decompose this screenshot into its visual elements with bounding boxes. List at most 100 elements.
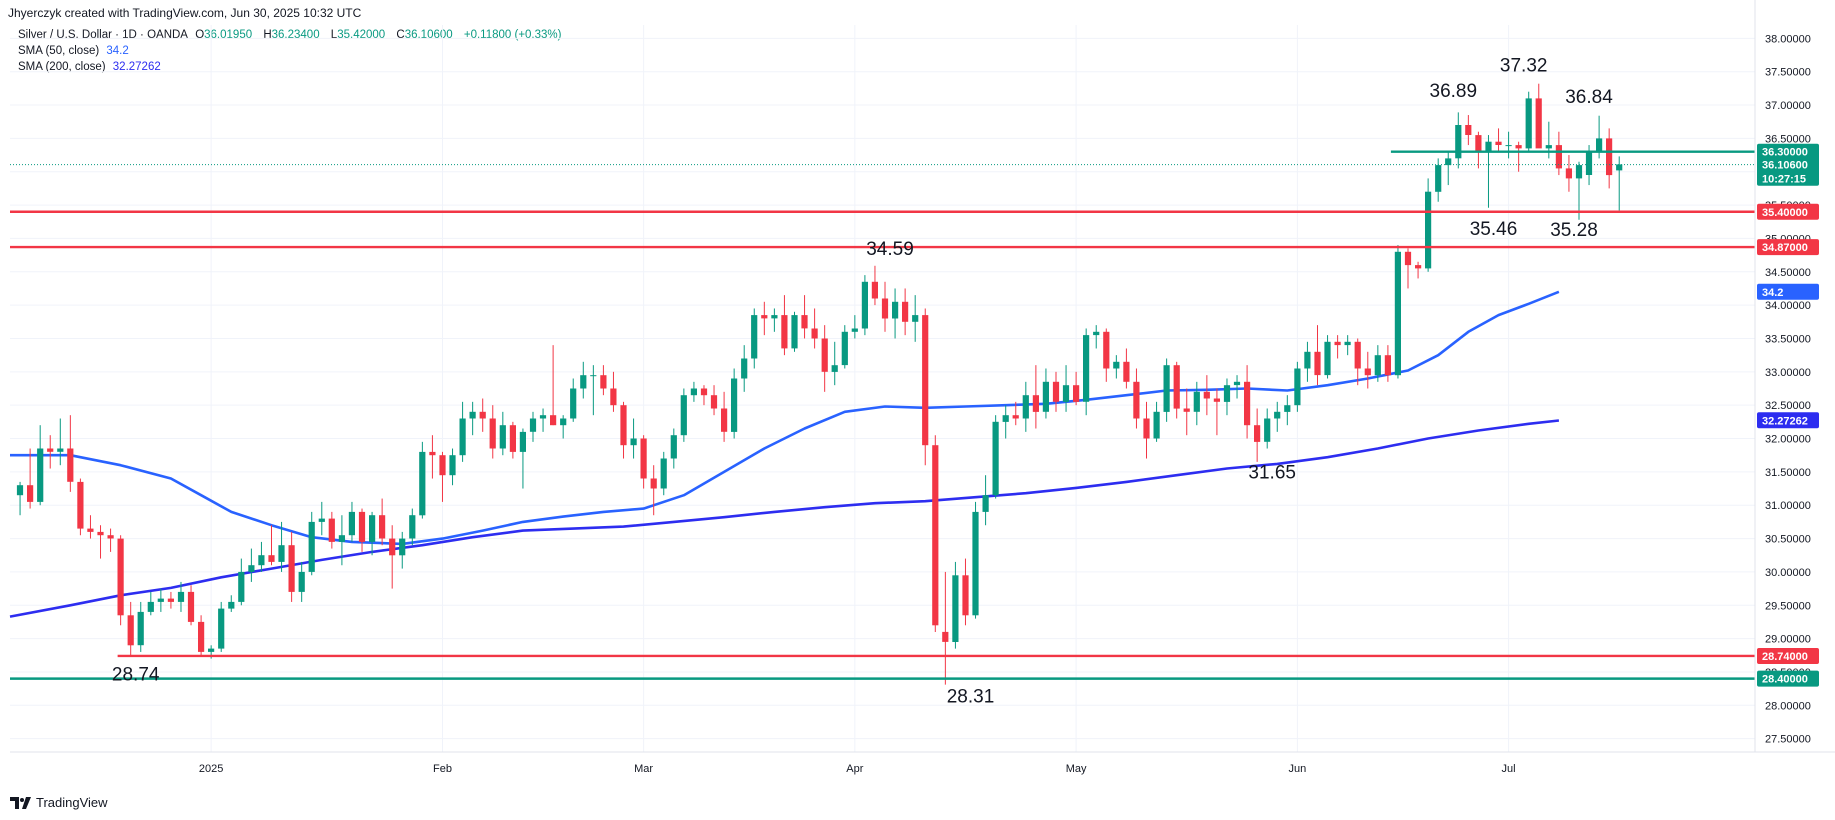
candle[interactable]: [439, 451, 446, 502]
candle[interactable]: [801, 295, 808, 339]
candle[interactable]: [1183, 388, 1190, 436]
candle[interactable]: [1032, 365, 1039, 429]
candle[interactable]: [1505, 131, 1512, 159]
candle[interactable]: [1163, 358, 1170, 422]
candle[interactable]: [198, 615, 205, 656]
candle[interactable]: [268, 525, 275, 566]
candle[interactable]: [1304, 341, 1311, 382]
candle[interactable]: [369, 511, 376, 556]
candle[interactable]: [358, 508, 366, 552]
candle[interactable]: [751, 308, 758, 369]
candle[interactable]: [1213, 388, 1220, 436]
candle[interactable]: [670, 428, 677, 469]
candle[interactable]: [469, 401, 476, 436]
candle[interactable]: [67, 415, 74, 492]
candle[interactable]: [620, 401, 627, 459]
candle[interactable]: [97, 525, 104, 559]
level-lines[interactable]: [10, 150, 1755, 680]
candle[interactable]: [731, 368, 738, 439]
sma50-tag[interactable]: 34.2: [1757, 283, 1819, 300]
candle[interactable]: [580, 361, 587, 399]
candle[interactable]: [912, 295, 919, 342]
candle[interactable]: [288, 531, 295, 602]
candle[interactable]: [1475, 131, 1482, 169]
candle[interactable]: [1495, 128, 1502, 152]
candle[interactable]: [791, 311, 798, 352]
candle[interactable]: [1314, 325, 1321, 386]
candle[interactable]: [338, 515, 345, 566]
candle[interactable]: [600, 365, 607, 396]
candle[interactable]: [1284, 395, 1291, 426]
axes[interactable]: 27.5000028.0000028.5000029.0000029.50000…: [10, 0, 1835, 775]
candle[interactable]: [248, 548, 255, 582]
candle[interactable]: [27, 448, 34, 509]
candle[interactable]: [721, 391, 728, 442]
candle[interactable]: [680, 388, 687, 442]
candle[interactable]: [1073, 371, 1080, 406]
support-28.40-tag[interactable]: 28.40000: [1757, 670, 1819, 687]
candle[interactable]: [831, 341, 838, 386]
candle[interactable]: [710, 385, 718, 416]
candle[interactable]: [741, 345, 748, 392]
legend-sma50[interactable]: SMA (50, close) 34.2: [18, 45, 133, 57]
last-price-tag[interactable]: 36.10600 10:27:15: [1757, 155, 1819, 186]
candle[interactable]: [1093, 325, 1100, 349]
candle[interactable]: [399, 531, 406, 569]
candle[interactable]: [1455, 112, 1462, 169]
candle[interactable]: [700, 385, 708, 406]
candle[interactable]: [1244, 365, 1251, 439]
candle[interactable]: [177, 581, 185, 612]
support-28.74-tag[interactable]: 28.74000: [1757, 648, 1819, 664]
candle[interactable]: [690, 381, 697, 402]
candle[interactable]: [107, 528, 114, 552]
candle[interactable]: [1062, 365, 1070, 412]
candle[interactable]: [1012, 401, 1019, 426]
candle[interactable]: [610, 371, 617, 412]
candle[interactable]: [1173, 361, 1180, 419]
candle[interactable]: [942, 571, 949, 685]
candle[interactable]: [479, 398, 486, 432]
candle[interactable]: [1465, 115, 1472, 146]
candle[interactable]: [1133, 368, 1140, 429]
candle[interactable]: [1294, 361, 1301, 412]
candle[interactable]: [459, 401, 466, 462]
candle[interactable]: [1223, 378, 1231, 416]
candle[interactable]: [1203, 375, 1210, 416]
candle[interactable]: [1354, 338, 1361, 386]
candle[interactable]: [1425, 178, 1432, 272]
candle[interactable]: [278, 521, 285, 572]
candle[interactable]: [841, 325, 848, 369]
candle[interactable]: [117, 535, 124, 626]
candle[interactable]: [1404, 248, 1412, 289]
candle[interactable]: [147, 591, 154, 616]
candle[interactable]: [1344, 335, 1351, 356]
candle[interactable]: [449, 448, 456, 486]
candle[interactable]: [318, 501, 325, 536]
candle[interactable]: [1616, 156, 1623, 211]
candle[interactable]: [640, 435, 647, 489]
candle[interactable]: [1384, 345, 1391, 382]
candle[interactable]: [348, 501, 355, 542]
candle[interactable]: [982, 475, 989, 526]
candle[interactable]: [328, 511, 335, 549]
candle[interactable]: [761, 301, 768, 336]
candle[interactable]: [972, 501, 979, 619]
candle[interactable]: [962, 558, 969, 626]
candle[interactable]: [499, 411, 506, 456]
candle[interactable]: [409, 508, 416, 546]
candle[interactable]: [1485, 135, 1492, 208]
candle[interactable]: [771, 308, 778, 332]
candle[interactable]: [1143, 401, 1150, 459]
support-34.87-tag[interactable]: 34.87000: [1757, 239, 1819, 256]
candle[interactable]: [570, 378, 577, 422]
candle[interactable]: [1113, 355, 1120, 379]
candle[interactable]: [1435, 158, 1442, 202]
candle[interactable]: [1002, 405, 1009, 439]
candle[interactable]: [228, 595, 235, 612]
candle[interactable]: [1254, 408, 1261, 462]
candle[interactable]: [127, 601, 134, 656]
candle[interactable]: [1022, 381, 1029, 432]
candle[interactable]: [1052, 371, 1060, 412]
candle[interactable]: [1153, 401, 1160, 442]
